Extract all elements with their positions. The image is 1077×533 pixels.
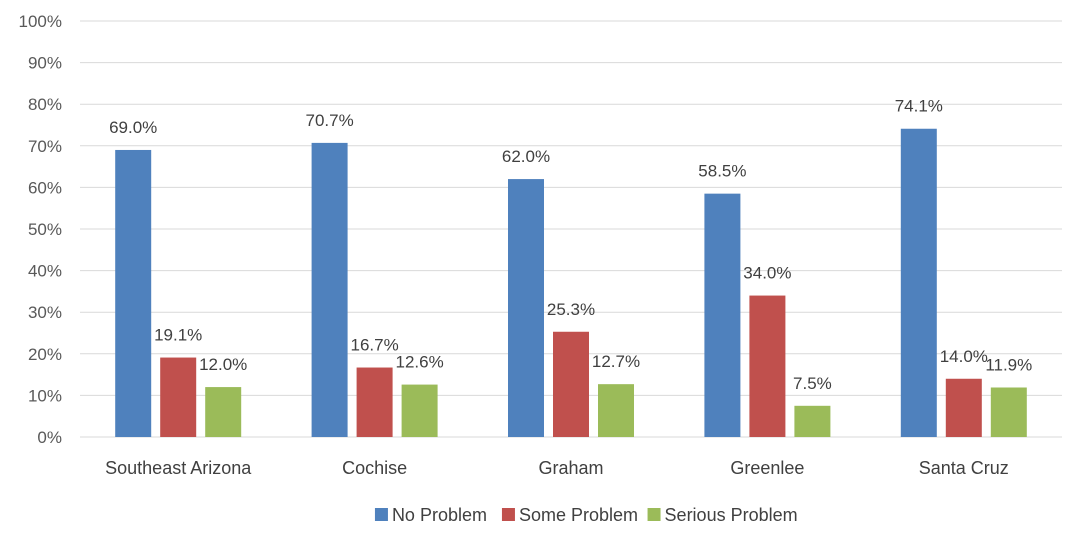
legend-label: Some Problem [519, 505, 638, 525]
y-axis-ticks: 0% 10% 20% 30% 40% 50% 60% 70% 80% 90% 100% [19, 12, 62, 447]
y-tick-label: 90% [28, 54, 62, 73]
bar [794, 405, 831, 437]
data-label: 69.0% [109, 118, 157, 137]
y-tick-label: 20% [28, 345, 62, 364]
data-label: 19.1% [154, 326, 202, 345]
y-tick-label: 10% [28, 386, 62, 405]
y-tick-label: 50% [28, 220, 62, 239]
bar [990, 387, 1027, 437]
legend-swatch [647, 508, 661, 521]
data-label: 11.9% [985, 355, 1032, 374]
data-label: 25.3% [547, 300, 595, 319]
data-label: 12.6% [395, 353, 443, 372]
x-axis-ticks: Southeast Arizona Cochise Graham Greenlee Sa… [105, 458, 1009, 478]
data-label: 14.0% [940, 347, 988, 366]
y-tick-label: 40% [28, 262, 62, 281]
x-tick-label: Graham [538, 458, 603, 478]
gridlines [80, 20, 1062, 438]
y-tick-label: 0% [37, 428, 62, 447]
data-label: 12.0% [199, 355, 247, 374]
bar [553, 331, 589, 437]
bar [205, 387, 242, 437]
data-label: 7.5% [793, 374, 832, 393]
bar [401, 384, 438, 437]
data-label: 62.0% [502, 147, 550, 166]
legend-label: Serious Problem [665, 505, 798, 525]
bar [160, 357, 197, 437]
y-tick-label: 30% [28, 303, 62, 322]
bar [356, 367, 393, 437]
data-label: 58.5% [698, 162, 746, 181]
x-tick-label: Cochise [342, 458, 407, 478]
bar [900, 128, 937, 437]
x-tick-label: Santa Cruz [919, 458, 1009, 478]
data-label: 34.0% [743, 264, 791, 283]
data-label: 70.7% [305, 111, 353, 130]
bar [311, 142, 348, 437]
y-tick-label: 70% [28, 137, 62, 156]
y-tick-label: 60% [28, 178, 62, 197]
bar [115, 149, 152, 437]
x-tick-label: Southeast Arizona [105, 458, 252, 478]
bars [115, 128, 1027, 437]
data-label: 74.1% [895, 97, 943, 116]
y-tick-label: 100% [19, 12, 62, 31]
legend-swatch [501, 508, 515, 521]
bar [508, 179, 544, 437]
data-label: 12.7% [592, 352, 640, 371]
x-tick-label: Greenlee [730, 458, 804, 478]
bar [598, 384, 634, 437]
data-labels: 69.0% 19.1% 12.0% 70.7% 16.7%12.6% 62.0% 25.3%… [109, 97, 1032, 393]
legend-swatch [374, 508, 388, 521]
bar [704, 193, 741, 437]
bar [945, 378, 982, 437]
legend: No Problem Some Problem Serious Problem [374, 505, 798, 525]
data-label: 16.7% [350, 336, 398, 355]
y-tick-label: 80% [28, 95, 62, 114]
bar [749, 295, 786, 437]
legend-label: No Problem [392, 505, 487, 525]
